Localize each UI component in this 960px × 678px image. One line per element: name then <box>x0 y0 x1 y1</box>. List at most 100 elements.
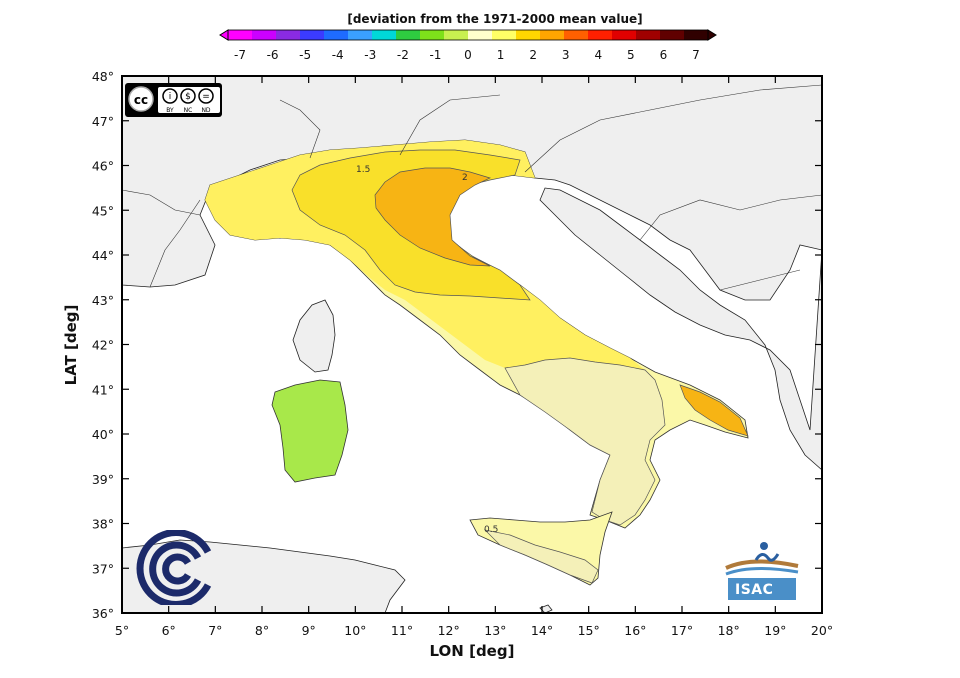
lat-tick-label: 47° <box>92 114 114 129</box>
colorbar-right-arrow <box>707 29 717 41</box>
cc-icon <box>128 86 154 112</box>
colorbar-swatch <box>348 30 373 40</box>
lat-tick-label: 38° <box>92 517 114 532</box>
x-axis-label: LON [deg] <box>430 642 515 660</box>
lat-tick-label: 37° <box>92 561 114 576</box>
colorbar-swatch <box>444 30 469 40</box>
colorbar-swatch <box>468 30 493 40</box>
italy-south-band-0-0-5 <box>504 357 666 526</box>
lat-tick-label: 40° <box>92 427 114 442</box>
svg-text:$: $ <box>185 92 191 102</box>
land-malta <box>539 604 553 613</box>
cc-nd-label: ND <box>201 107 210 114</box>
lon-tick-label: 10° <box>344 623 366 638</box>
cnr-logo <box>136 530 212 605</box>
cc-by-label: BY <box>166 107 174 114</box>
lon-tick-label: 8° <box>255 623 269 638</box>
colorbar-swatch <box>660 30 685 40</box>
colorbar-swatch <box>540 30 565 40</box>
lat-tick-label: 43° <box>92 293 114 308</box>
colorbar-left-arrow <box>219 29 229 41</box>
isac-logo-text: ISAC <box>735 582 774 598</box>
lat-tick-label: 41° <box>92 382 114 397</box>
colorbar-tick-label: -5 <box>299 48 311 62</box>
land-sardinia <box>271 379 349 483</box>
lon-tick-label: 7° <box>208 623 222 638</box>
colorbar-swatch <box>588 30 613 40</box>
colorbar: -7 -6 -5 -4 -3 -2 -1 0 1 2 3 4 5 6 7 <box>219 29 717 62</box>
y-axis-label: LAT [deg] <box>62 305 80 386</box>
land-corsica <box>292 299 336 373</box>
cc-license-badge: cc = $ i BY NC ND <box>125 83 222 117</box>
lat-tick-label: 42° <box>92 338 114 353</box>
colorbar-tick-label: 5 <box>627 48 635 62</box>
border-lines <box>122 84 822 291</box>
lon-tick-label: 9° <box>302 623 316 638</box>
sicily-band-0-0-5 <box>483 529 599 584</box>
colorbar-tick-label: 7 <box>692 48 700 62</box>
colorbar-tick-label: 0 <box>464 48 472 62</box>
colorbar-swatch <box>564 30 589 40</box>
lon-tick-label: 20° <box>811 623 833 638</box>
cc-nc-label: NC <box>184 107 193 114</box>
contour-label-2: 2 <box>462 173 468 183</box>
lon-tick-label: 12° <box>438 623 460 638</box>
lon-axis-ticks: 5° 6° 7° 8° 9° 10° 11° 12° 13° 14° 15° 16° 17° 18° 19°… <box>115 76 833 638</box>
colorbar-swatch <box>492 30 517 40</box>
colorbar-tick-label: -6 <box>267 48 279 62</box>
lon-tick-label: 14° <box>531 623 553 638</box>
by-icon <box>162 88 178 104</box>
colorbar-title: [deviation from the 1971-2000 mean value… <box>347 12 643 26</box>
colorbar-tick-label: 3 <box>562 48 570 62</box>
lat-axis-ticks: 36° 37° 38° 39° 40° 41° 42° 43° 44° 45° 46° 47° 48° <box>92 69 822 621</box>
lon-tick-label: 18° <box>718 623 740 638</box>
lat-tick-label: 48° <box>92 69 114 84</box>
lat-tick-label: 36° <box>92 606 114 621</box>
colorbar-swatch <box>324 30 349 40</box>
svg-text:i: i <box>169 92 172 102</box>
contour-label-0-5: 0.5 <box>484 525 498 535</box>
colorbar-tick-label: -2 <box>397 48 409 62</box>
colorbar-swatch <box>228 30 253 40</box>
lat-tick-label: 39° <box>92 472 114 487</box>
colorbar-tick-label: 6 <box>660 48 668 62</box>
colorbar-swatch <box>372 30 397 40</box>
colorbar-swatch <box>516 30 541 40</box>
lon-tick-label: 19° <box>764 623 786 638</box>
colorbar-tick-label: -4 <box>332 48 344 62</box>
colorbar-border <box>227 29 709 41</box>
nc-icon <box>180 88 196 104</box>
colorbar-swatch <box>684 30 709 40</box>
colorbar-swatch <box>612 30 637 40</box>
colorbar-tick-label: -3 <box>364 48 376 62</box>
colorbar-swatch <box>636 30 661 40</box>
colorbar-tick-label: -7 <box>234 48 246 62</box>
lon-tick-label: 5° <box>115 623 129 638</box>
lon-tick-label: 13° <box>484 623 506 638</box>
lon-tick-label: 11° <box>391 623 413 638</box>
lon-tick-label: 15° <box>578 623 600 638</box>
lat-tick-label: 45° <box>92 203 114 218</box>
colorbar-swatch <box>420 30 445 40</box>
colorbar-swatch <box>396 30 421 40</box>
lat-tick-label: 44° <box>92 248 114 263</box>
colorbar-tick-label: 1 <box>497 48 505 62</box>
colorbar-tick-label: -1 <box>429 48 441 62</box>
apulia-band-2-plus <box>679 384 749 437</box>
lon-tick-label: 16° <box>624 623 646 638</box>
colorbar-tick-label: 2 <box>529 48 537 62</box>
lon-tick-label: 6° <box>162 623 176 638</box>
lat-tick-label: 46° <box>92 159 114 174</box>
colorbar-swatch <box>276 30 301 40</box>
land-balkans <box>539 187 822 471</box>
colorbar-swatch <box>300 30 325 40</box>
italy-band-2-plus <box>374 167 491 267</box>
lon-tick-label: 17° <box>671 623 693 638</box>
nd-icon <box>198 88 214 104</box>
isac-logo <box>722 538 800 602</box>
contour-label-1-5: 1.5 <box>356 165 370 175</box>
svg-text:cc: cc <box>134 93 148 107</box>
svg-text:=: = <box>202 92 210 102</box>
colorbar-tick-label: 4 <box>594 48 602 62</box>
